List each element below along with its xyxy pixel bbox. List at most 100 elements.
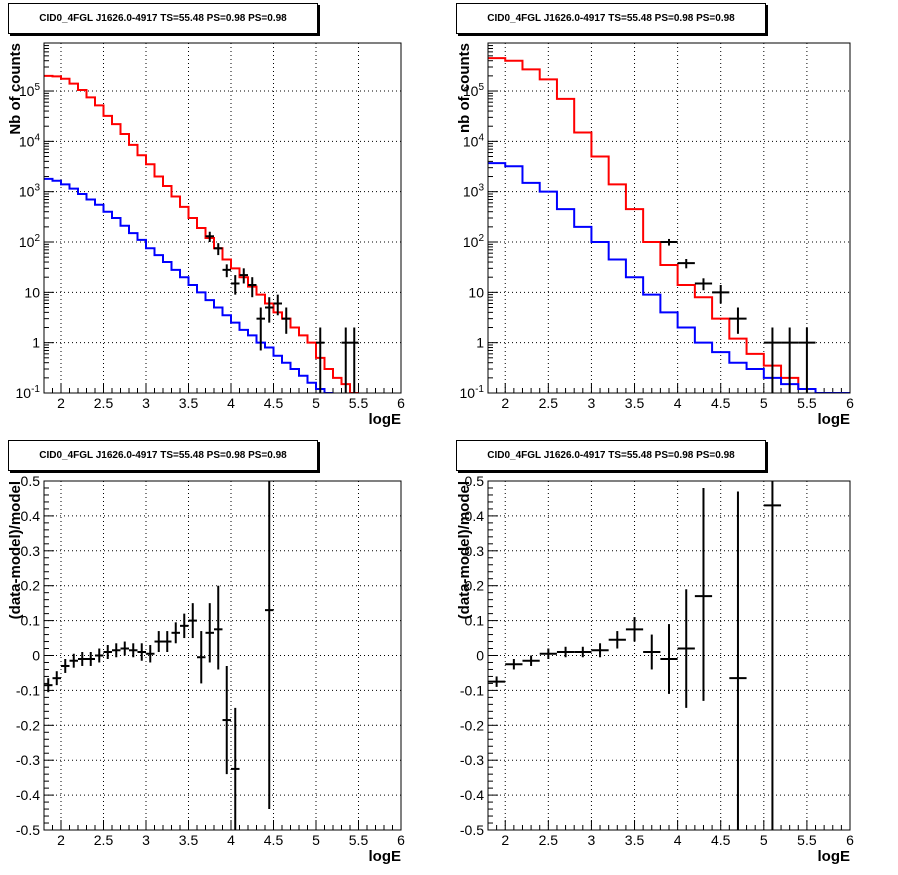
series-line-0 bbox=[488, 57, 816, 391]
data-point bbox=[660, 238, 678, 246]
data-point bbox=[214, 585, 223, 670]
x-tick-label: 3.5 bbox=[625, 395, 645, 411]
x-axis-label: logE bbox=[818, 411, 851, 428]
y-tick-label: 10 bbox=[24, 284, 40, 300]
grid bbox=[488, 43, 850, 393]
chart-title: CID0_4FGL J1626.0-4917 TS=55.48 PS=0.98 … bbox=[8, 440, 318, 471]
data-point bbox=[205, 231, 214, 243]
data-point bbox=[163, 631, 172, 653]
x-tick-label: 2 bbox=[57, 832, 65, 848]
y-tick-label: 1 bbox=[32, 335, 40, 351]
y-tick-label: -0.3 bbox=[16, 752, 40, 768]
x-tick-label: 3.5 bbox=[179, 832, 199, 848]
y-tick-label: -0.4 bbox=[460, 787, 484, 803]
grid bbox=[44, 43, 401, 393]
y-axis-label: nb of counts bbox=[456, 43, 473, 133]
data-point bbox=[231, 707, 240, 830]
data-point bbox=[591, 643, 609, 658]
data-point bbox=[282, 307, 291, 334]
x-tick-label: 3.5 bbox=[625, 832, 645, 848]
data-point bbox=[694, 278, 713, 291]
data-point bbox=[798, 327, 816, 393]
data-point bbox=[205, 603, 214, 663]
x-tick-label: 5 bbox=[312, 832, 320, 848]
ticks bbox=[43, 42, 402, 394]
panel-bottom-right: CID0_4FGL J1626.0-4917 TS=55.48 PS=0.98 … bbox=[449, 437, 898, 875]
x-tick-label: 6 bbox=[846, 395, 854, 411]
data-point bbox=[316, 327, 325, 393]
data-point bbox=[129, 643, 138, 658]
data-point bbox=[95, 648, 104, 663]
plot-frame bbox=[487, 42, 851, 394]
x-axis-label: logE bbox=[369, 411, 402, 428]
y-tick-label: 103 bbox=[19, 183, 41, 200]
x-tick-label: 2.5 bbox=[94, 395, 114, 411]
y-tick-label: 0.2 bbox=[465, 578, 485, 594]
data-point bbox=[265, 297, 274, 323]
data-point bbox=[256, 307, 265, 351]
data-point bbox=[180, 613, 189, 639]
data-point bbox=[231, 275, 240, 295]
y-tick-label: -0.5 bbox=[16, 822, 40, 838]
x-tick-label: 2.5 bbox=[94, 832, 114, 848]
y-axis-label: (data-model)/model bbox=[456, 481, 473, 619]
x-tick-label: 3 bbox=[142, 832, 150, 848]
y-tick-label: 0.3 bbox=[465, 543, 485, 559]
data-point bbox=[52, 671, 61, 686]
x-axis-label: logE bbox=[369, 848, 402, 865]
data-point bbox=[781, 327, 799, 393]
y-tick-label: 0.4 bbox=[465, 508, 485, 524]
data-point bbox=[239, 268, 248, 284]
x-tick-label: 4 bbox=[227, 832, 235, 848]
x-tick-label: 2 bbox=[501, 395, 509, 411]
x-tick-label: 2.5 bbox=[539, 832, 559, 848]
data-point bbox=[86, 652, 95, 666]
data-point bbox=[643, 634, 661, 670]
data-point bbox=[608, 631, 626, 649]
data-point bbox=[763, 481, 782, 830]
y-tick-label: 102 bbox=[19, 233, 41, 250]
data-point bbox=[103, 645, 112, 659]
x-tick-label: 3 bbox=[588, 395, 596, 411]
y-tick-label: 0.1 bbox=[465, 613, 485, 629]
y-tick-label: 10 bbox=[468, 284, 484, 300]
panel-top-left: CID0_4FGL J1626.0-4917 TS=55.48 PS=0.98 … bbox=[0, 0, 449, 437]
data-point bbox=[69, 653, 78, 668]
data-point bbox=[78, 652, 87, 666]
x-tick-label: 5 bbox=[760, 832, 768, 848]
y-tick-label: 0 bbox=[476, 648, 484, 664]
data-point bbox=[763, 327, 782, 393]
y-tick-label: 0.2 bbox=[21, 578, 41, 594]
x-tick-label: 5.5 bbox=[349, 832, 369, 848]
data-point bbox=[625, 617, 644, 642]
data-point bbox=[188, 603, 197, 639]
x-tick-label: 5.5 bbox=[797, 832, 817, 848]
x-tick-label: 4.5 bbox=[264, 395, 284, 411]
y-tick-label: 0.3 bbox=[21, 543, 41, 559]
data-point bbox=[729, 307, 747, 334]
data-point bbox=[197, 631, 206, 684]
data-point bbox=[488, 676, 506, 687]
data-point bbox=[341, 327, 350, 393]
y-tick-label: -0.1 bbox=[460, 682, 484, 698]
panel-bottom-left: CID0_4FGL J1626.0-4917 TS=55.48 PS=0.98 … bbox=[0, 437, 449, 875]
y-tick-label: 104 bbox=[463, 132, 485, 149]
plot-frame bbox=[487, 480, 851, 831]
x-tick-label: 4 bbox=[674, 395, 682, 411]
y-axis-label: Nb of counts bbox=[7, 43, 24, 135]
x-tick-label: 4.5 bbox=[711, 832, 731, 848]
data-point bbox=[171, 622, 180, 644]
x-tick-label: 5 bbox=[312, 395, 320, 411]
x-tick-label: 4.5 bbox=[711, 395, 731, 411]
y-tick-label: 10-1 bbox=[16, 384, 41, 401]
x-tick-label: 5 bbox=[760, 395, 768, 411]
y-tick-label: 0.1 bbox=[21, 613, 41, 629]
data-point bbox=[574, 646, 592, 658]
series-line-1 bbox=[44, 177, 333, 393]
data-point bbox=[539, 648, 557, 659]
data-point bbox=[222, 665, 231, 775]
data-point bbox=[146, 645, 155, 663]
y-tick-label: -0.4 bbox=[16, 787, 40, 803]
y-tick-label: -0.2 bbox=[16, 717, 40, 733]
x-tick-label: 4.5 bbox=[264, 832, 284, 848]
